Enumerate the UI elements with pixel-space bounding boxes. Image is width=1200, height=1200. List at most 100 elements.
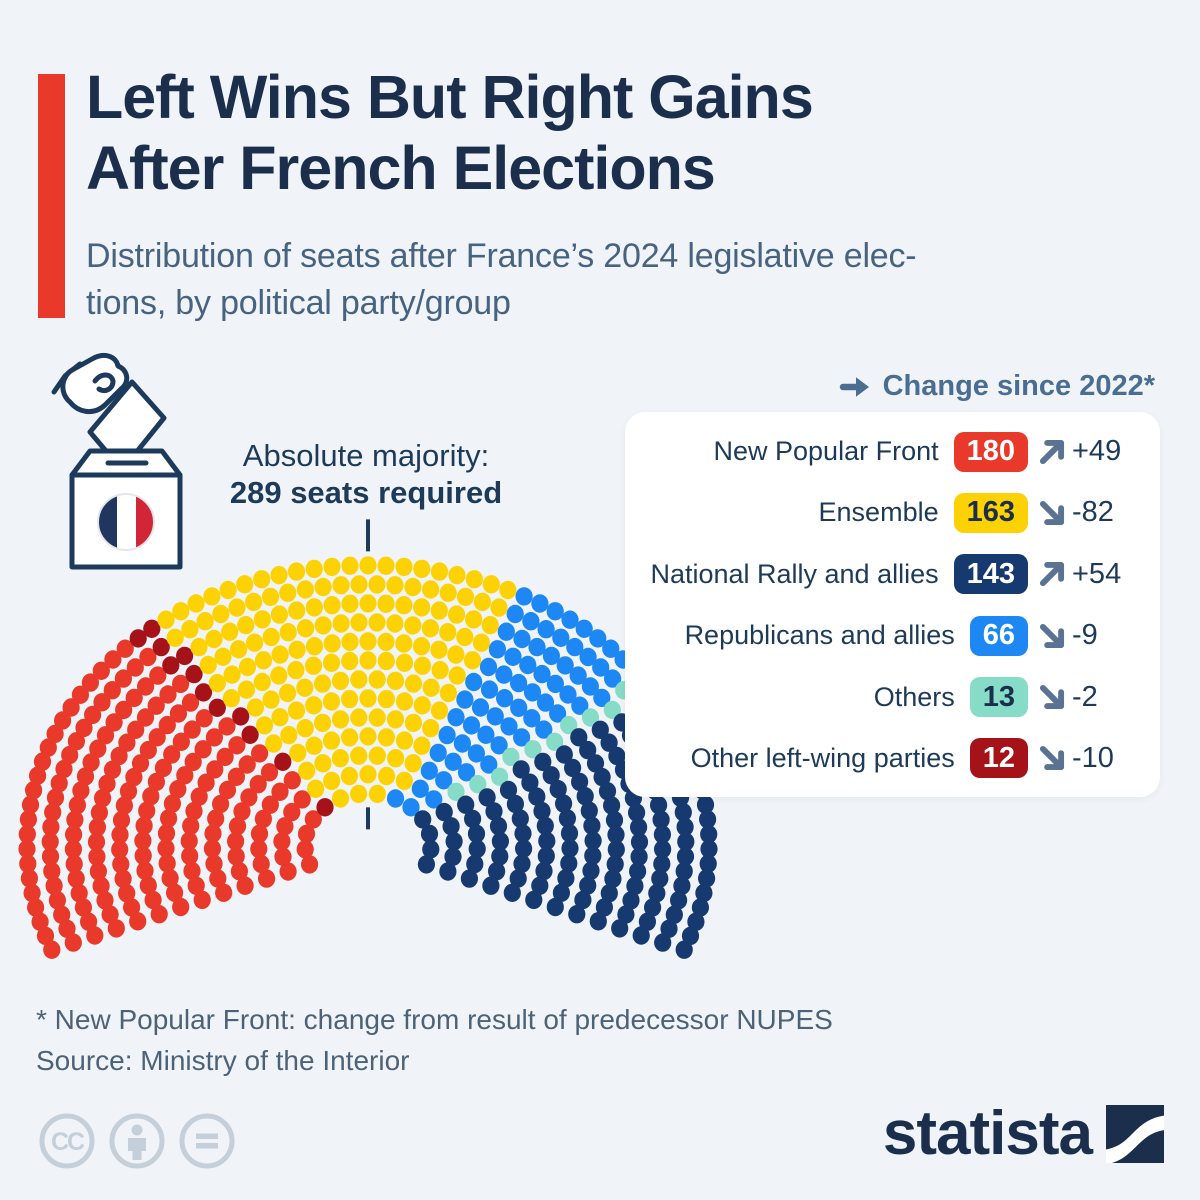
seat-dot xyxy=(528,787,546,806)
party-name: National Rally and allies xyxy=(650,558,939,589)
seat-dot xyxy=(660,919,678,938)
seat-dot xyxy=(386,576,404,595)
seat-dot xyxy=(411,779,429,798)
seat-dot xyxy=(504,647,522,666)
seat-dot xyxy=(673,876,691,895)
seat-dot xyxy=(331,789,350,808)
seat-dot xyxy=(274,847,292,866)
seat-dot xyxy=(519,655,537,675)
trend-icon-slot xyxy=(1036,743,1068,773)
seat-dot xyxy=(584,846,602,865)
seat-dot xyxy=(322,653,341,672)
seat-dot xyxy=(467,824,486,843)
seat-dot xyxy=(359,594,377,613)
seat-dot xyxy=(76,767,95,786)
seat-dot xyxy=(245,592,263,612)
seat-dot xyxy=(535,720,553,739)
seat-dot xyxy=(463,651,482,670)
seat-dot xyxy=(579,740,597,760)
seat-dot xyxy=(55,759,73,779)
seat-dot xyxy=(218,717,236,736)
seat-dot xyxy=(203,587,221,606)
seat-dot xyxy=(395,596,413,615)
seat-dot xyxy=(559,685,577,704)
seat-dot xyxy=(214,647,232,666)
seat-dot xyxy=(195,709,213,728)
majority-note: Absolute majority: 289 seats required xyxy=(206,438,526,511)
seat-dot xyxy=(143,619,161,638)
seat-dot xyxy=(160,809,178,828)
seat-dot xyxy=(630,847,648,866)
seat-dot xyxy=(377,728,395,747)
seat-dot xyxy=(31,912,49,931)
seat-dot xyxy=(18,825,36,844)
seat-dot xyxy=(368,670,386,689)
legend-row: National Rally and allies 143 +54 xyxy=(643,544,1146,605)
seat-dot xyxy=(304,810,322,829)
seat-dot xyxy=(626,876,644,896)
seat-dot xyxy=(341,556,359,575)
seat-dot xyxy=(296,580,314,599)
seat-dot xyxy=(136,861,154,880)
seat-dot xyxy=(538,831,556,851)
seat-dot xyxy=(157,839,175,858)
seat-dot xyxy=(359,556,377,575)
seat-dot xyxy=(147,696,165,715)
seat-dot xyxy=(203,839,221,858)
seat-dot xyxy=(45,876,63,895)
seat-dot xyxy=(546,897,564,917)
seat-dot xyxy=(350,613,368,632)
seat-dot xyxy=(254,651,273,670)
seat-dot xyxy=(417,855,435,874)
seat-dot xyxy=(555,794,573,813)
seat-dot xyxy=(44,803,62,822)
seat-dot xyxy=(254,809,272,829)
seat-dot xyxy=(208,698,226,717)
seat-dot xyxy=(296,719,314,738)
seat-dot xyxy=(549,780,567,799)
seat-dot xyxy=(603,700,621,720)
seat-dot xyxy=(184,752,202,772)
seat-dot xyxy=(359,651,377,670)
seat-dot xyxy=(287,701,306,720)
seat-dot xyxy=(439,583,457,602)
seat-dot xyxy=(262,627,280,647)
seat-dot xyxy=(430,562,449,581)
seat-dot xyxy=(172,897,190,917)
seat-dot xyxy=(500,717,518,736)
seat-dot xyxy=(377,651,395,671)
seat-dot xyxy=(420,824,439,844)
seat-dot xyxy=(253,610,271,629)
seat-dot xyxy=(227,832,245,851)
seat-dot xyxy=(534,752,552,772)
seat-dot xyxy=(438,725,456,745)
seat-dot xyxy=(350,784,368,804)
seat-dot xyxy=(413,656,432,675)
seat-dot xyxy=(194,740,212,759)
seat-dot xyxy=(600,884,618,903)
subtitle-line-1: Distribution of seats after France’s 202… xyxy=(86,237,917,275)
seat-dot xyxy=(332,576,350,595)
seat-dot xyxy=(131,754,150,773)
seat-dot xyxy=(42,817,60,837)
seats-badge: 163 xyxy=(953,492,1028,533)
seat-dot xyxy=(62,698,80,717)
seat-dot xyxy=(445,832,463,851)
seat-dot xyxy=(87,832,106,852)
seat-dot xyxy=(377,594,395,613)
seat-dot xyxy=(238,657,257,677)
seat-dot xyxy=(169,780,187,799)
seat-dot xyxy=(535,861,553,881)
seat-dot xyxy=(570,728,588,747)
seat-dot xyxy=(270,565,288,585)
seat-dot xyxy=(84,705,102,725)
seat-dot xyxy=(65,825,83,844)
change-value: -2 xyxy=(1072,680,1098,713)
seat-dot xyxy=(413,696,431,715)
seat-dot xyxy=(430,640,448,659)
seat-dot xyxy=(162,656,180,675)
seat-dot xyxy=(209,869,227,888)
seat-dot xyxy=(297,619,315,638)
seat-dot xyxy=(442,817,460,836)
